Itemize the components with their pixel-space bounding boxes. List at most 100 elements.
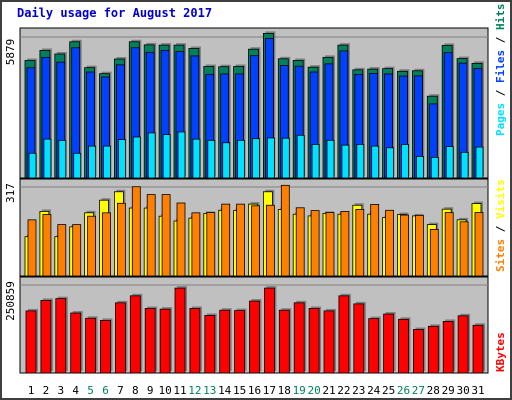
day-label: 26 — [397, 384, 410, 397]
sites-bar — [117, 202, 126, 277]
pages-bar — [43, 138, 52, 179]
sites-bar — [236, 203, 246, 277]
day-label: 28 — [427, 384, 440, 397]
kbytes-bar — [204, 315, 216, 374]
pages-bar — [311, 144, 320, 179]
pages-bar — [192, 138, 201, 179]
sites-bar — [295, 207, 305, 277]
kbytes-bar — [40, 299, 52, 374]
pages-bar — [177, 131, 186, 179]
pages-bar — [88, 145, 96, 179]
pages-bar — [326, 139, 335, 179]
day-label: 3 — [57, 384, 64, 397]
sites-bar — [87, 215, 96, 277]
day-label: 16 — [248, 384, 261, 397]
day-label: 22 — [337, 384, 350, 397]
pages-bar — [386, 147, 395, 179]
day-label: 30 — [456, 384, 469, 397]
legend-kbytes: KBytes — [494, 332, 507, 372]
kbytes-bar — [219, 309, 231, 374]
legend-sites-visits: Sites / Visits — [494, 179, 507, 272]
pages-bar — [371, 145, 380, 179]
visits-ymax-label: 317 — [4, 183, 17, 203]
hits-ymax-label: 5879 — [4, 39, 17, 66]
pages-bar — [401, 144, 409, 179]
pages-bar — [118, 139, 126, 179]
legend-pages-files-hits-part: Hits — [494, 4, 507, 37]
day-label: 23 — [352, 384, 365, 397]
sites-bar — [146, 194, 156, 277]
legend-sites-visits-part: Visits — [494, 179, 507, 225]
sites-bar — [42, 214, 52, 277]
day-label: 18 — [278, 384, 291, 397]
day-label: 24 — [367, 384, 381, 397]
legend-pages-files-hits-part: / — [494, 36, 507, 50]
pages-bar — [147, 132, 156, 179]
pages-bar — [28, 152, 37, 179]
day-label: 20 — [307, 384, 320, 397]
sites-bar — [325, 212, 335, 277]
day-label: 25 — [382, 384, 395, 397]
day-label: 29 — [442, 384, 455, 397]
day-label: 19 — [293, 384, 306, 397]
kbytes-bar — [129, 295, 141, 374]
sites-bar — [429, 228, 439, 277]
sites-bar — [370, 204, 380, 277]
day-label: 10 — [158, 384, 171, 397]
kbytes-bar — [293, 302, 305, 374]
day-label: 12 — [188, 384, 201, 397]
pages-bar — [207, 139, 216, 179]
legend-kbytes-part: KBytes — [494, 332, 507, 372]
day-label: 5 — [87, 384, 94, 397]
pages-bar — [296, 134, 305, 179]
pages-bar — [430, 156, 439, 179]
day-label: 7 — [117, 384, 124, 397]
kbytes-bar — [427, 325, 439, 374]
pages-bar — [132, 136, 141, 179]
kbytes-bar — [263, 287, 275, 374]
legend-pages-files-hits-part: Pages — [494, 103, 507, 136]
labels-layer: 1 2 3 4 5 6 7 8 9 10 11 12 13 14 15 16 17 18 19 20 21 22 23 24 2… — [4, 4, 507, 398]
kbytes-bar — [249, 300, 260, 374]
day-label: 13 — [203, 384, 216, 397]
kbytes-bar — [353, 303, 365, 374]
kbytes-bar — [55, 298, 67, 374]
pages-bar — [252, 138, 260, 179]
kbytes-bar — [159, 308, 171, 374]
sites-bar — [310, 210, 320, 277]
pages-bar — [341, 144, 350, 179]
day-label: 15 — [233, 384, 246, 397]
kbytes-bar — [398, 318, 409, 374]
sites-bar — [131, 186, 141, 277]
pages-bar — [73, 152, 82, 179]
legend-pages-files-hits: Pages / Files / Hits — [494, 4, 507, 137]
bars-layer — [20, 31, 488, 374]
kbytes-bar — [174, 287, 186, 374]
kbytes-bar — [144, 308, 156, 374]
kbytes-bar — [457, 315, 469, 374]
day-label: 4 — [72, 384, 79, 397]
sites-bar — [251, 205, 260, 277]
day-label: 14 — [218, 384, 232, 397]
sites-bar — [459, 221, 469, 277]
sites-bar — [221, 203, 231, 277]
sites-bar — [385, 209, 395, 277]
kbytes-ymax-label: 250859 — [4, 281, 17, 321]
pages-bar — [281, 137, 290, 179]
day-label: 9 — [147, 384, 154, 397]
kbytes-bar — [308, 308, 320, 374]
pages-bar — [103, 145, 111, 179]
kbytes-bar — [115, 302, 126, 374]
kbytes-bar — [234, 310, 246, 374]
kbytes-bar — [412, 329, 424, 374]
sites-bar — [474, 212, 484, 277]
day-label: 27 — [412, 384, 425, 397]
sites-bar — [340, 211, 350, 277]
sites-bar — [355, 209, 365, 277]
pages-bar — [162, 134, 171, 179]
kbytes-bar — [278, 309, 290, 374]
sites-bar — [414, 214, 424, 277]
kbytes-bar — [323, 310, 335, 374]
sites-bar — [27, 219, 37, 277]
